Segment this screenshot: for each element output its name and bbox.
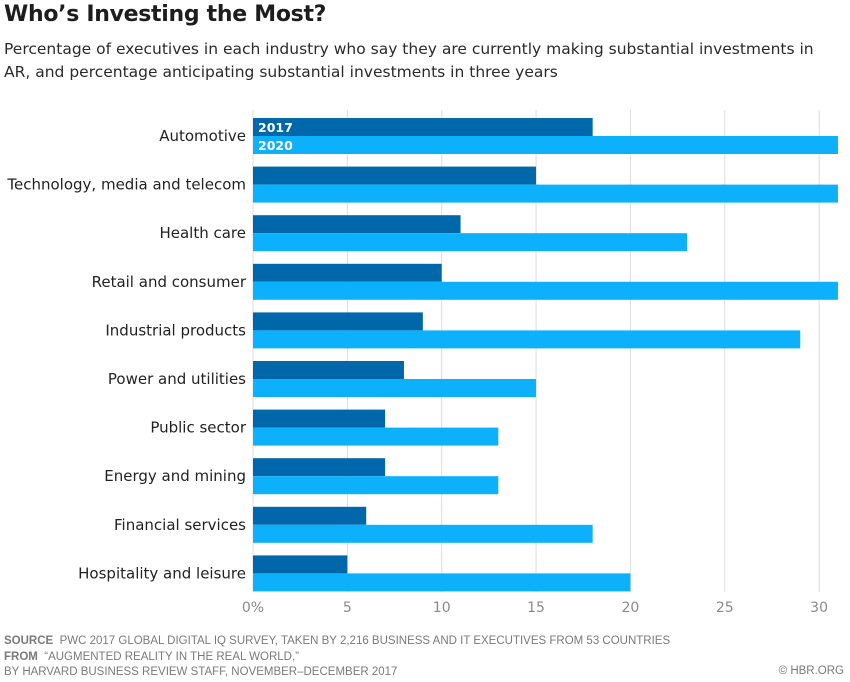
bar-2020: [253, 476, 499, 495]
bar-2020: [253, 233, 688, 252]
bar-2020: [253, 281, 838, 300]
bar-2017: [253, 215, 461, 234]
x-tick-label: 30: [810, 600, 828, 616]
from-label: FROM: [4, 650, 38, 663]
bar-2017: [253, 263, 442, 282]
bar-2017: [253, 458, 386, 477]
from-line: FROM “AUGMENTED REALITY IN THE REAL WORL…: [4, 650, 670, 666]
category-labels: Automotive Technology, media and telecom H…: [6, 127, 246, 582]
category-label: Energy and mining: [104, 467, 246, 485]
source-line: SOURCE PWC 2017 GLOBAL DIGITAL IQ SURVEY…: [4, 634, 670, 650]
x-tick-label: 5: [343, 600, 352, 616]
bar-2017: [253, 312, 423, 331]
category-label: Financial services: [114, 516, 246, 534]
bar-2020: [253, 330, 801, 349]
bar-2017: [253, 118, 593, 136]
bar-chart: Automotive Technology, media and telecom H…: [6, 110, 838, 616]
bar-2020: [253, 379, 537, 397]
x-tick-label: 10: [433, 600, 451, 616]
category-label: Hospitality and leisure: [78, 564, 246, 582]
x-tick-label: 20: [621, 600, 639, 616]
bar-2017: [253, 506, 367, 525]
bar-2017: [253, 361, 404, 379]
category-label: Industrial products: [105, 321, 246, 339]
bar-2017: [253, 166, 537, 185]
source-label: SOURCE: [4, 635, 54, 647]
x-axis-ticks: 0% 5 10 15 20 25 30: [242, 600, 828, 616]
from-text: “AUGMENTED REALITY IN THE REAL WORLD,”: [44, 650, 299, 663]
category-label: Power and utilities: [108, 370, 246, 388]
bar-2017: [253, 555, 348, 574]
category-label: Retail and consumer: [92, 273, 247, 291]
category-label: Technology, media and telecom: [6, 176, 246, 194]
bar-2020: [253, 573, 631, 592]
chart-title: Who’s Investing the Most?: [4, 2, 327, 27]
chart-subtitle: Percentage of executives in each industr…: [4, 40, 814, 81]
x-tick-label: 25: [716, 600, 734, 616]
bar-2020: [253, 524, 593, 543]
bar-2017: [253, 409, 386, 428]
bar-2020: [253, 136, 838, 154]
x-tick-label: 15: [527, 600, 545, 616]
source-text: PWC 2017 GLOBAL DIGITAL IQ SURVEY, TAKEN…: [59, 635, 671, 647]
legend-label-2020: 2020: [258, 138, 293, 153]
category-label: Automotive: [159, 127, 246, 145]
bars: [253, 118, 838, 592]
byline: BY HARVARD BUSINESS REVIEW STAFF, NOVEMB…: [4, 666, 398, 678]
bar-2020: [253, 427, 499, 446]
footer: SOURCE PWC 2017 GLOBAL DIGITAL IQ SURVEY…: [4, 634, 670, 681]
legend-label-2017: 2017: [258, 120, 293, 135]
category-label: Health care: [159, 224, 246, 242]
copyright-credit: © HBR.ORG: [778, 665, 844, 677]
bar-2020: [253, 184, 838, 203]
x-tick-label: 0%: [242, 600, 264, 616]
legend: 2017 2020: [258, 120, 293, 153]
category-label: Public sector: [150, 419, 247, 437]
